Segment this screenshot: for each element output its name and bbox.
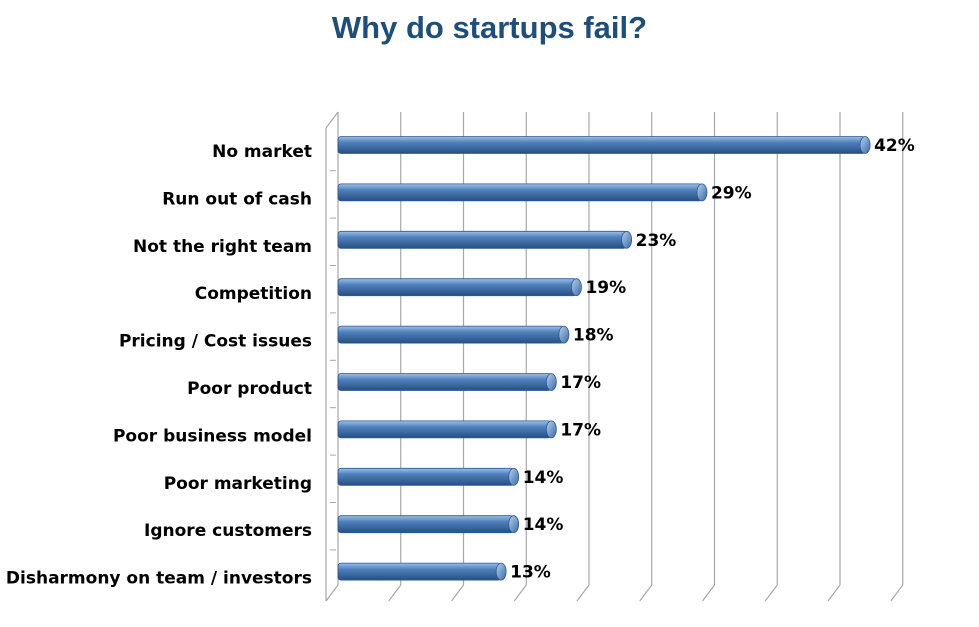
data-label: 29% — [711, 183, 752, 203]
gridline-floor — [764, 584, 778, 602]
bar — [337, 183, 708, 202]
bar-body — [337, 230, 628, 249]
bar-cap — [508, 467, 520, 486]
bar-body — [337, 420, 552, 439]
gridline-floor — [702, 584, 715, 602]
bar — [337, 325, 570, 344]
data-label: 17% — [560, 420, 601, 440]
gridline-floor — [639, 584, 653, 602]
category-label: Ignore customers — [144, 521, 312, 541]
data-label: 19% — [585, 278, 626, 298]
bar — [337, 515, 520, 534]
bar-cap — [508, 515, 520, 534]
gridline-floor — [388, 584, 402, 602]
bar-body — [337, 325, 565, 344]
category-label: No market — [212, 142, 312, 162]
bar-cap — [621, 230, 633, 249]
category-label: Competition — [195, 284, 312, 304]
bar-body — [337, 183, 703, 202]
bar-cap — [859, 136, 871, 154]
data-label: 17% — [560, 373, 601, 393]
gridline-floor — [827, 584, 841, 602]
bar-cap — [545, 373, 557, 391]
data-label: 23% — [636, 231, 677, 251]
data-label: 18% — [573, 326, 614, 346]
bar — [337, 278, 582, 297]
data-label: 42% — [874, 136, 915, 156]
bar-cap — [545, 420, 557, 439]
chart-title: Why do startups fail? — [331, 10, 648, 45]
bar-body — [337, 562, 502, 581]
gridline-floor — [890, 584, 904, 602]
category-label: Poor product — [187, 379, 312, 399]
bar-body — [337, 515, 515, 534]
data-label: 14% — [523, 515, 564, 535]
bar — [337, 420, 557, 439]
bar-body — [337, 467, 515, 486]
gridline-floor — [451, 584, 464, 602]
bar-cap — [571, 278, 582, 297]
bar-body — [337, 373, 552, 391]
category-label: Poor marketing — [164, 474, 312, 494]
data-label: 14% — [523, 468, 564, 488]
category-label: Poor business model — [113, 426, 312, 446]
bar — [337, 467, 520, 486]
axis-depth-edge — [325, 111, 339, 129]
labels: 42% No market 29% Run out of cash 23% Not the… — [6, 136, 915, 589]
bar-body — [337, 136, 866, 154]
bar-body — [337, 278, 577, 297]
bar-cap — [495, 562, 507, 581]
bar — [337, 136, 871, 154]
bar-cap — [558, 325, 570, 344]
data-label: 13% — [510, 563, 551, 583]
category-label: Run out of cash — [162, 189, 312, 209]
gridline-floor — [325, 584, 339, 602]
bar — [337, 230, 633, 249]
gridline-floor — [576, 584, 590, 602]
bar — [337, 562, 507, 581]
category-label: Pricing / Cost issues — [119, 332, 312, 352]
category-label: Disharmony on team / investors — [6, 569, 312, 589]
bars — [337, 136, 871, 581]
bar — [337, 373, 557, 391]
category-label: Not the right team — [133, 237, 312, 257]
gridline-floor — [513, 584, 527, 602]
bar-cap — [696, 183, 708, 202]
